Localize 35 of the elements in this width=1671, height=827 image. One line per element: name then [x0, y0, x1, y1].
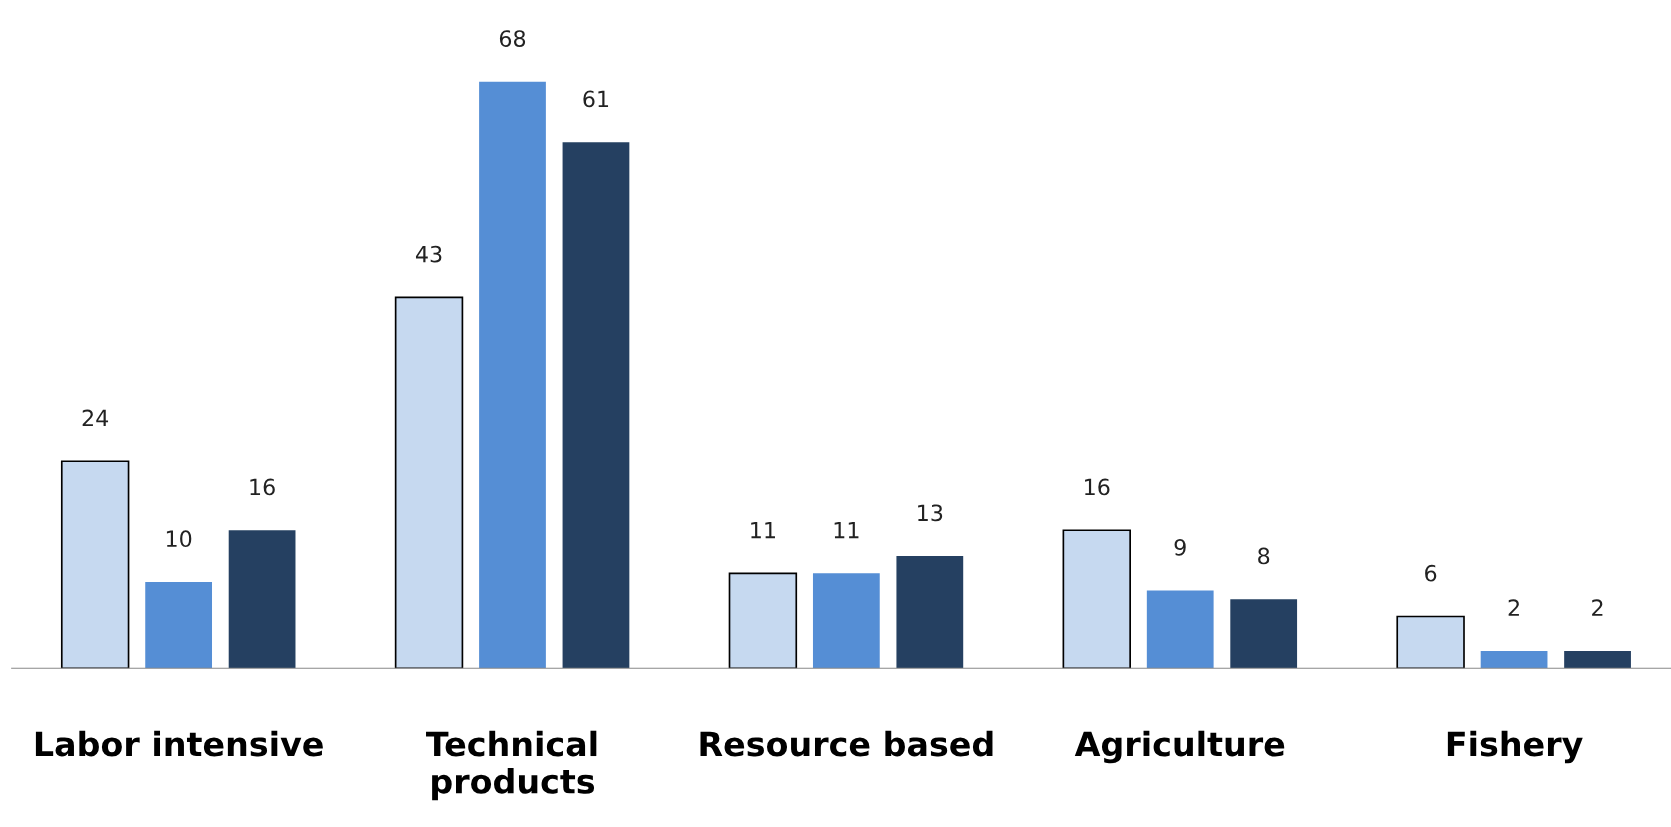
data-label: 11 [751, 521, 775, 539]
bar [1230, 599, 1298, 669]
x-tick-label: Fishery [1447, 730, 1583, 764]
bar [145, 581, 213, 669]
bar [1564, 650, 1631, 669]
bar [1146, 590, 1214, 669]
data-label: 9 [1174, 538, 1186, 556]
data-label: 43 [415, 245, 442, 263]
x-tick-label: Labor intensive [35, 730, 323, 757]
x-tick-label: Agriculture [1074, 730, 1285, 764]
bar [228, 530, 296, 669]
x-tick-label: Resource based [700, 730, 993, 757]
data-label: 6 [1425, 564, 1437, 582]
data-label: 68 [499, 30, 526, 47]
bar [479, 81, 546, 669]
data-label: 2 [1508, 599, 1519, 616]
bar [728, 572, 798, 669]
data-label: 61 [583, 90, 609, 108]
bar [60, 460, 130, 669]
bar [394, 296, 464, 669]
data-label: 11 [834, 521, 859, 539]
data-label: 16 [250, 478, 275, 496]
bar [562, 142, 630, 669]
data-label: 10 [166, 530, 192, 548]
bar [812, 573, 880, 669]
data-label: 2 [1592, 599, 1603, 616]
bar [1062, 529, 1131, 669]
data-label: 16 [1085, 478, 1110, 496]
x-tick-label: Technical products [426, 730, 597, 801]
bar [1480, 650, 1548, 669]
data-label: 24 [82, 409, 109, 427]
data-label: 8 [1258, 547, 1270, 565]
bar [1396, 615, 1465, 669]
bar [896, 556, 964, 669]
data-label: 13 [918, 504, 943, 522]
